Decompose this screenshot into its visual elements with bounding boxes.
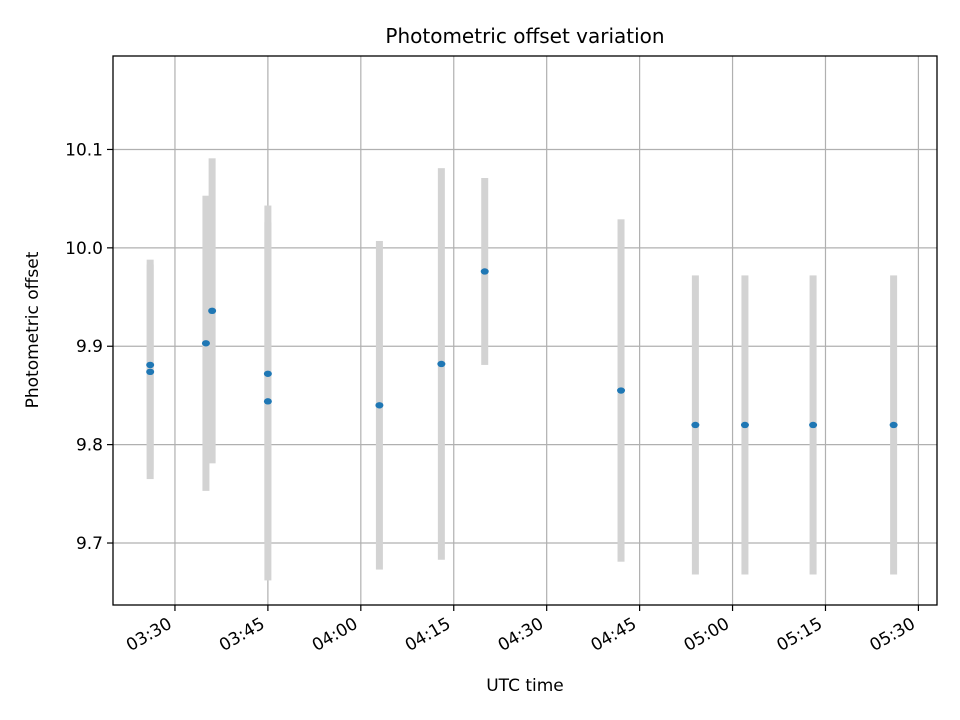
data-point [437, 360, 446, 368]
data-point [617, 387, 626, 394]
data-point [263, 370, 272, 377]
y-tick-label: 9.7 [76, 534, 103, 554]
y-tick-label: 9.9 [76, 337, 103, 357]
y-axis-ticks: 9.7 9.8 9.9 10.0 10.1 [65, 140, 113, 554]
data-points [146, 268, 898, 429]
data-point [691, 421, 700, 429]
chart-title: Photometric offset variation [385, 24, 664, 48]
data-point [263, 398, 272, 405]
data-point [740, 421, 749, 429]
y-tick-label: 10.0 [65, 239, 103, 259]
y-tick-label: 10.1 [65, 140, 103, 160]
plot-frame [112, 55, 938, 606]
data-point [208, 307, 217, 315]
data-point [480, 268, 489, 275]
grid [113, 56, 937, 605]
y-tick-label: 9.8 [76, 436, 103, 456]
y-axis-label: Photometric offset [23, 251, 43, 408]
data-point [375, 402, 384, 409]
data-point [889, 421, 898, 429]
data-point [146, 368, 155, 376]
data-point [809, 421, 818, 429]
data-point [201, 340, 210, 347]
data-point [146, 361, 155, 369]
x-axis-label: UTC time [486, 676, 564, 696]
